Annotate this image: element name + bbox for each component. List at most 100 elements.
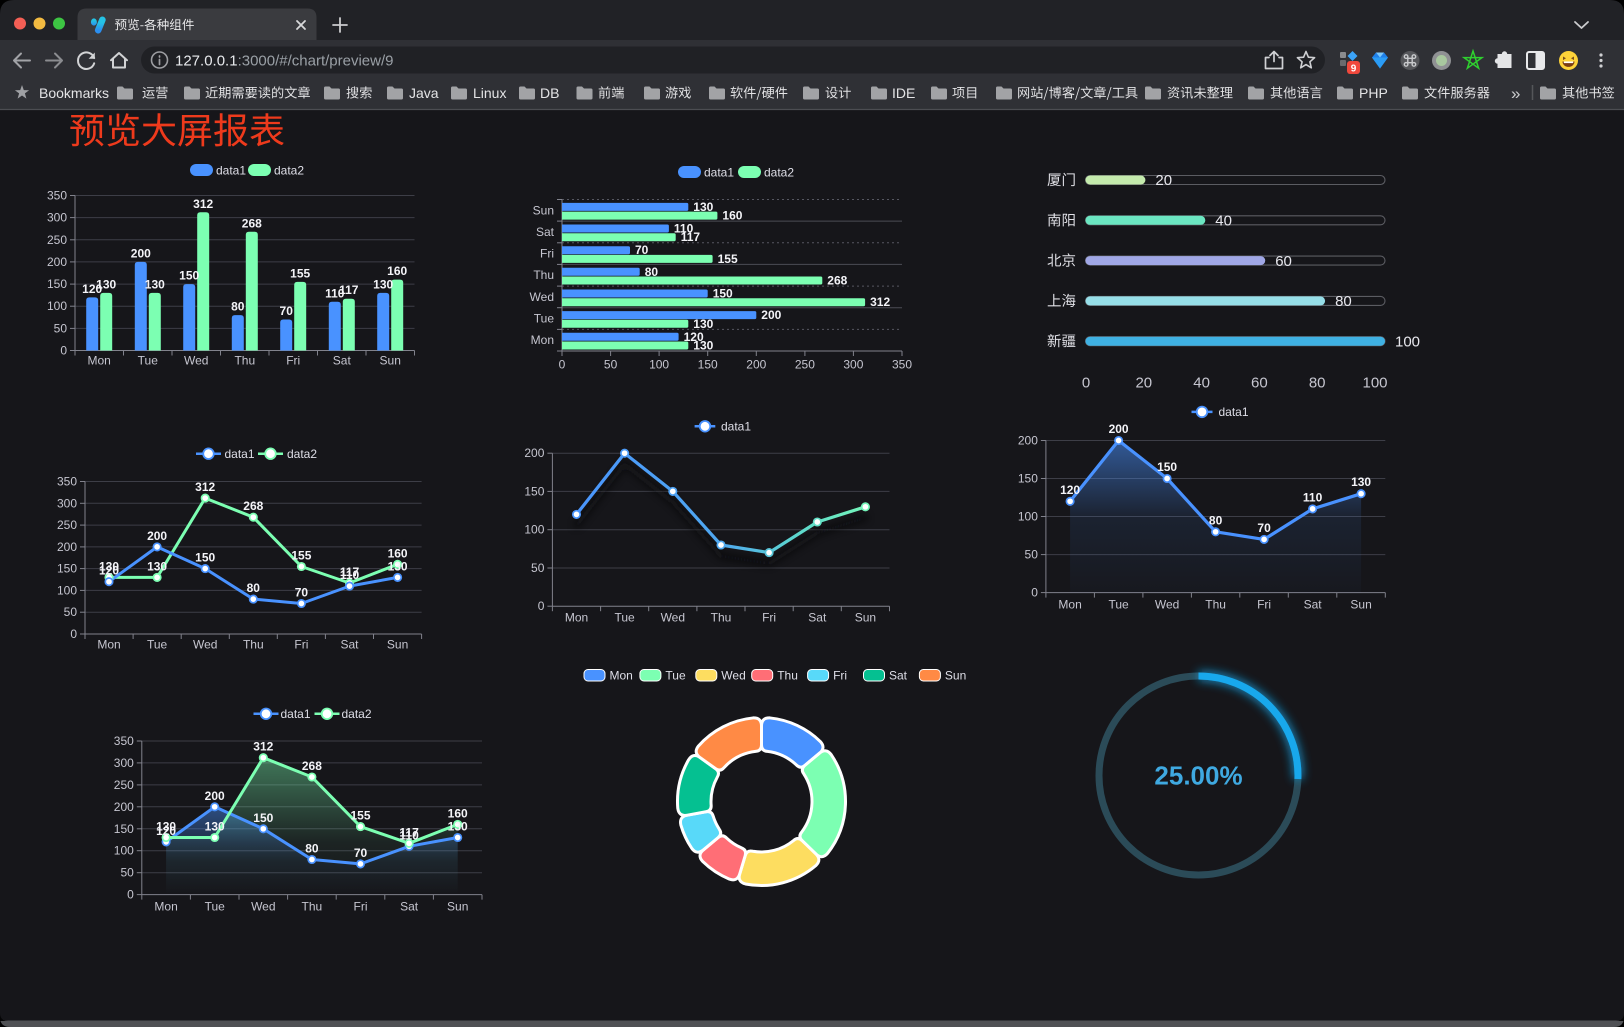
svg-text:250: 250 [57, 518, 77, 532]
svg-text:Wed: Wed [721, 669, 745, 683]
svg-text:130: 130 [693, 339, 713, 353]
svg-text:50: 50 [54, 321, 68, 335]
svg-text:Java: Java [409, 85, 439, 101]
svg-text:data1: data1 [704, 166, 734, 180]
svg-text:80: 80 [305, 842, 319, 856]
svg-text:Mon: Mon [88, 354, 111, 368]
svg-text:Sat: Sat [400, 900, 419, 914]
svg-text:0: 0 [1082, 375, 1090, 392]
svg-text:150: 150 [195, 551, 215, 565]
svg-text:127.0.0.1:3000/#/chart/preview: 127.0.0.1:3000/#/chart/preview/9 [175, 53, 394, 70]
svg-text:150: 150 [57, 562, 77, 576]
svg-text:350: 350 [57, 475, 77, 489]
svg-text:150: 150 [47, 277, 67, 291]
svg-text:data2: data2 [342, 707, 372, 721]
svg-text:Tue: Tue [205, 900, 226, 914]
svg-text:Sun: Sun [380, 354, 401, 368]
svg-text:80: 80 [1309, 375, 1326, 392]
svg-text:200: 200 [131, 246, 151, 260]
svg-text:Linux: Linux [473, 85, 506, 101]
svg-text:Wed: Wed [1155, 598, 1179, 612]
svg-text:50: 50 [531, 561, 545, 575]
svg-text:130: 130 [147, 559, 167, 573]
svg-text:80: 80 [1335, 293, 1352, 310]
svg-text:120: 120 [82, 282, 102, 296]
svg-text:data1: data1 [1219, 405, 1249, 419]
svg-text:120: 120 [1060, 483, 1080, 497]
svg-text:PHP: PHP [1359, 85, 1388, 101]
svg-text:130: 130 [205, 820, 225, 834]
svg-text:80: 80 [1209, 513, 1223, 527]
svg-text:150: 150 [1018, 472, 1038, 486]
svg-text:100: 100 [524, 523, 544, 537]
svg-text:250: 250 [47, 233, 67, 247]
svg-text:Fri: Fri [286, 354, 300, 368]
svg-text:0: 0 [60, 344, 67, 358]
svg-text:Thu: Thu [302, 900, 323, 914]
svg-text:312: 312 [870, 295, 890, 309]
svg-text:150: 150 [1157, 460, 1177, 474]
svg-text:200: 200 [1018, 434, 1038, 448]
svg-text:Thu: Thu [711, 611, 732, 625]
svg-text:130: 130 [99, 559, 119, 573]
svg-text:9: 9 [1351, 64, 1357, 75]
svg-text:130: 130 [145, 277, 165, 291]
svg-text:Sun: Sun [387, 638, 408, 652]
svg-text:Mon: Mon [97, 638, 120, 652]
svg-text:130: 130 [96, 277, 116, 291]
svg-text:20: 20 [1155, 172, 1172, 189]
svg-text:data2: data2 [764, 166, 794, 180]
svg-text:100: 100 [47, 299, 67, 313]
svg-text:100: 100 [649, 358, 669, 372]
svg-text:Wed: Wed [530, 290, 554, 304]
svg-text:70: 70 [635, 243, 649, 257]
svg-text:130: 130 [388, 559, 408, 573]
svg-text:200: 200 [114, 800, 134, 814]
svg-text:130: 130 [156, 820, 176, 834]
svg-text:Wed: Wed [184, 354, 208, 368]
svg-text:Sun: Sun [945, 669, 966, 683]
svg-text:200: 200 [47, 255, 67, 269]
svg-text:0: 0 [127, 888, 134, 902]
svg-text:200: 200 [147, 529, 167, 543]
svg-text:200: 200 [205, 789, 225, 803]
svg-text:350: 350 [114, 734, 134, 748]
svg-text:data1: data1 [216, 164, 246, 178]
svg-text:Sat: Sat [1304, 598, 1323, 612]
svg-text:160: 160 [387, 264, 407, 278]
svg-text:data2: data2 [287, 447, 317, 461]
svg-text:70: 70 [1257, 521, 1271, 535]
svg-text:312: 312 [195, 480, 215, 494]
svg-text:20: 20 [1135, 375, 1152, 392]
svg-text:0: 0 [559, 358, 566, 372]
svg-text:200: 200 [746, 358, 766, 372]
svg-text:DB: DB [540, 85, 559, 101]
svg-text:Tue: Tue [147, 638, 168, 652]
svg-text:70: 70 [280, 304, 294, 318]
svg-text:Wed: Wed [661, 611, 685, 625]
svg-text:70: 70 [354, 846, 368, 860]
svg-text:Wed: Wed [251, 900, 275, 914]
svg-text:130: 130 [693, 317, 713, 331]
svg-text:200: 200 [761, 308, 781, 322]
svg-text:160: 160 [448, 806, 468, 820]
svg-text:Fri: Fri [762, 611, 776, 625]
svg-text:268: 268 [242, 216, 262, 230]
svg-text:250: 250 [114, 778, 134, 792]
svg-text:50: 50 [120, 866, 134, 880]
svg-text:268: 268 [302, 759, 322, 773]
svg-text:25.00%: 25.00% [1154, 761, 1242, 791]
svg-text:Mon: Mon [531, 333, 554, 347]
svg-text:100: 100 [1395, 333, 1420, 350]
svg-text:70: 70 [295, 586, 309, 600]
svg-text:80: 80 [247, 581, 261, 595]
svg-text:268: 268 [243, 499, 263, 513]
svg-text:155: 155 [718, 252, 738, 266]
svg-text:150: 150 [698, 358, 718, 372]
svg-text:150: 150 [713, 287, 733, 301]
svg-text:155: 155 [350, 809, 370, 823]
svg-text:110: 110 [674, 222, 694, 236]
svg-text:»: » [1511, 84, 1520, 103]
svg-text:200: 200 [57, 540, 77, 554]
svg-text:data1: data1 [721, 420, 751, 434]
